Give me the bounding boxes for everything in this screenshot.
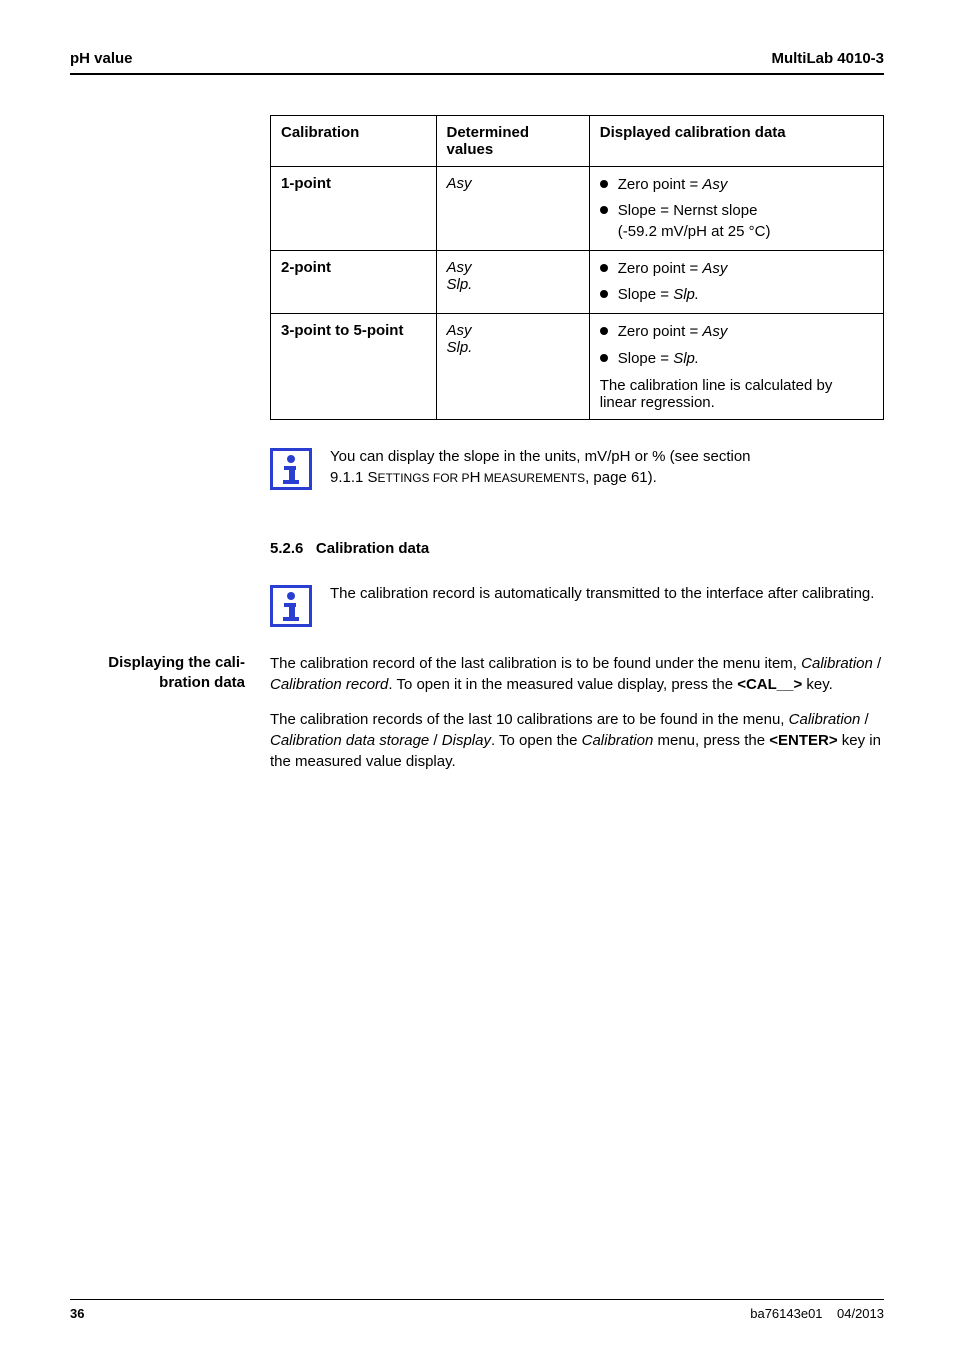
calibration-table: Calibration Determined values Displayed … [270, 115, 884, 420]
page-footer: 36 ba76143e01 04/2013 [70, 1299, 884, 1321]
note-auto-transmit: The calibration record is automatically … [270, 583, 884, 627]
note-text: You can display the slope in the units, … [330, 446, 751, 488]
info-icon [270, 585, 312, 627]
header-left: pH value [70, 50, 133, 67]
para-cal-record: The calibration record of the last calib… [270, 653, 884, 695]
table-row: 2-pointAsySlp.Zero point = AsySlope = Sl… [271, 250, 884, 314]
header-rule [70, 73, 884, 75]
cell-displayed: Zero point = AsySlope = Slp. [589, 250, 883, 314]
col-displayed: Displayed calibration data [589, 116, 883, 167]
cell-determined: AsySlp. [436, 250, 589, 314]
header-right: MultiLab 4010-3 [771, 50, 884, 67]
para-cal-storage: The calibration records of the last 10 c… [270, 709, 884, 772]
page-header: pH value MultiLab 4010-3 [70, 50, 884, 73]
page-number: 36 [70, 1306, 84, 1321]
footer-right: ba76143e01 04/2013 [750, 1306, 884, 1321]
cell-calibration: 3-point to 5-point [271, 314, 437, 420]
table-row: 3-point to 5-pointAsySlp.Zero point = As… [271, 314, 884, 420]
cell-calibration: 1-point [271, 167, 437, 251]
info-icon [270, 448, 312, 490]
side-label-displaying: Displaying the cali- bration data [70, 653, 245, 694]
table-row: 1-pointAsyZero point = AsySlope = Nernst… [271, 167, 884, 251]
section-heading: 5.2.6 Calibration data [270, 540, 884, 557]
note-slope-units: You can display the slope in the units, … [270, 446, 884, 490]
cell-displayed: Zero point = AsySlope = Slp.The calibrat… [589, 314, 883, 420]
cell-determined: Asy [436, 167, 589, 251]
col-determined: Determined values [436, 116, 589, 167]
note-text: The calibration record is automatically … [330, 583, 874, 604]
cell-calibration: 2-point [271, 250, 437, 314]
cell-displayed: Zero point = AsySlope = Nernst slope(-59… [589, 167, 883, 251]
cell-determined: AsySlp. [436, 314, 589, 420]
col-calibration: Calibration [271, 116, 437, 167]
table-header-row: Calibration Determined values Displayed … [271, 116, 884, 167]
footer-rule [70, 1299, 884, 1300]
